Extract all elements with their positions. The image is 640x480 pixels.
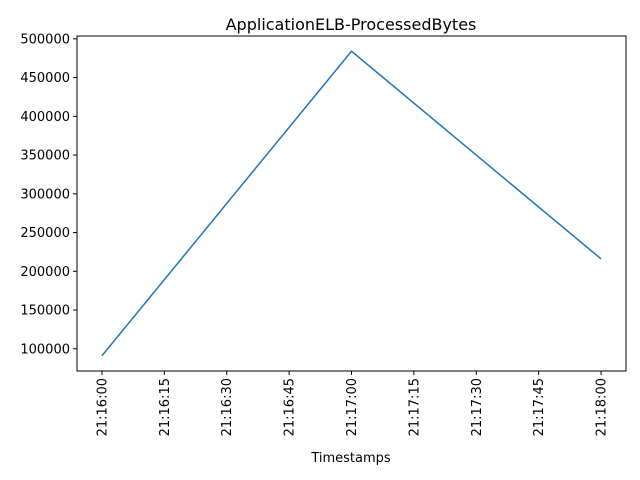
y-tick-label: 450000 (20, 71, 70, 86)
x-tick-label: 21:16:15 (158, 378, 173, 436)
y-tick-label: 200000 (20, 265, 70, 280)
x-tick-label: 21:18:00 (595, 378, 610, 436)
plot-area: 100000 150000 200000 250000 300000 350000 4000… (20, 32, 627, 436)
x-tick-label: 21:17:00 (345, 378, 360, 436)
x-axis-label: Timestamps (310, 451, 391, 466)
x-tick-label: 21:16:30 (220, 378, 235, 436)
y-tick-label: 150000 (20, 304, 70, 319)
x-tick-label: 21:17:45 (532, 378, 547, 436)
y-tick-label: 500000 (20, 32, 70, 47)
x-tick-label: 21:17:30 (470, 378, 485, 436)
y-tick-label: 300000 (20, 187, 70, 202)
y-tick-label: 250000 (20, 226, 70, 241)
x-tick-label: 21:16:45 (283, 378, 298, 436)
y-tick-label: 400000 (20, 110, 70, 125)
series-line (101, 50, 602, 357)
y-tick-label: 350000 (20, 149, 70, 164)
y-tick-label: 100000 (20, 342, 70, 357)
chart-title: ApplicationELB-ProcessedBytes (226, 15, 477, 34)
x-tick-label: 21:16:00 (95, 378, 110, 436)
axes-frame (76, 35, 627, 372)
x-tick-label: 21:17:15 (407, 378, 422, 436)
